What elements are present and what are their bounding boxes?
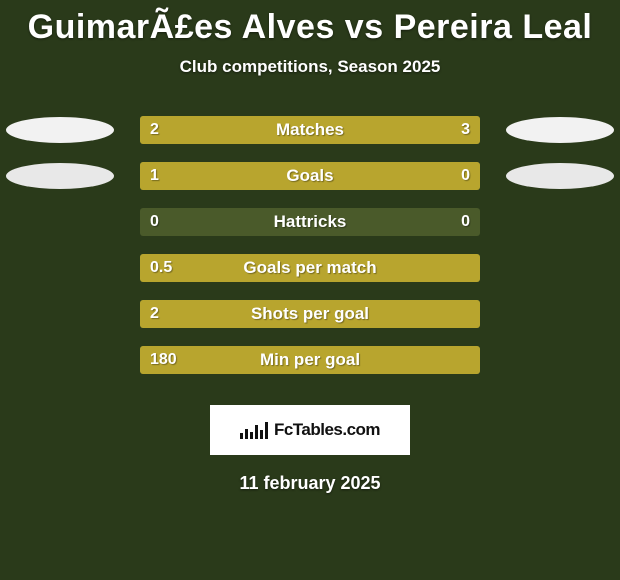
stat-label: Goals	[286, 166, 333, 186]
logo-chart-icon	[240, 422, 268, 439]
value-left: 2	[150, 121, 159, 139]
stats-container: 2 3 Matches 1 0 Goals 0 0 Hattricks 0.5 Goals per …	[0, 107, 620, 383]
player-oval-left	[6, 163, 114, 189]
stat-row: 1 0 Goals	[0, 153, 620, 199]
bar-track: 0.5 Goals per match	[140, 254, 480, 282]
page-title: GuimarÃ£es Alves vs Pereira Leal	[0, 0, 620, 47]
value-left: 0.5	[150, 259, 172, 277]
value-right: 0	[461, 213, 470, 231]
subtitle: Club competitions, Season 2025	[0, 57, 620, 77]
logo-text: FcTables.com	[274, 420, 380, 440]
bar-left	[140, 162, 402, 190]
logo-box: FcTables.com	[210, 405, 410, 455]
stat-label: Min per goal	[260, 350, 360, 370]
date-text: 11 february 2025	[0, 473, 620, 494]
stat-row: 2 3 Matches	[0, 107, 620, 153]
value-left: 1	[150, 167, 159, 185]
value-right: 0	[461, 167, 470, 185]
bar-track: 180 Min per goal	[140, 346, 480, 374]
bar-track: 2 Shots per goal	[140, 300, 480, 328]
stat-label: Matches	[276, 120, 344, 140]
value-left: 2	[150, 305, 159, 323]
bar-left	[140, 116, 276, 144]
value-left: 180	[150, 351, 177, 369]
stat-row: 2 Shots per goal	[0, 291, 620, 337]
value-left: 0	[150, 213, 159, 231]
bar-track: 0 0 Hattricks	[140, 208, 480, 236]
player-oval-left	[6, 117, 114, 143]
value-right: 3	[461, 121, 470, 139]
bar-track: 1 0 Goals	[140, 162, 480, 190]
stat-row: 0.5 Goals per match	[0, 245, 620, 291]
stat-label: Shots per goal	[251, 304, 369, 324]
player-oval-right	[506, 163, 614, 189]
player-oval-right	[506, 117, 614, 143]
stat-row: 0 0 Hattricks	[0, 199, 620, 245]
stat-label: Hattricks	[274, 212, 347, 232]
bar-track: 2 3 Matches	[140, 116, 480, 144]
stat-row: 180 Min per goal	[0, 337, 620, 383]
stat-label: Goals per match	[243, 258, 376, 278]
